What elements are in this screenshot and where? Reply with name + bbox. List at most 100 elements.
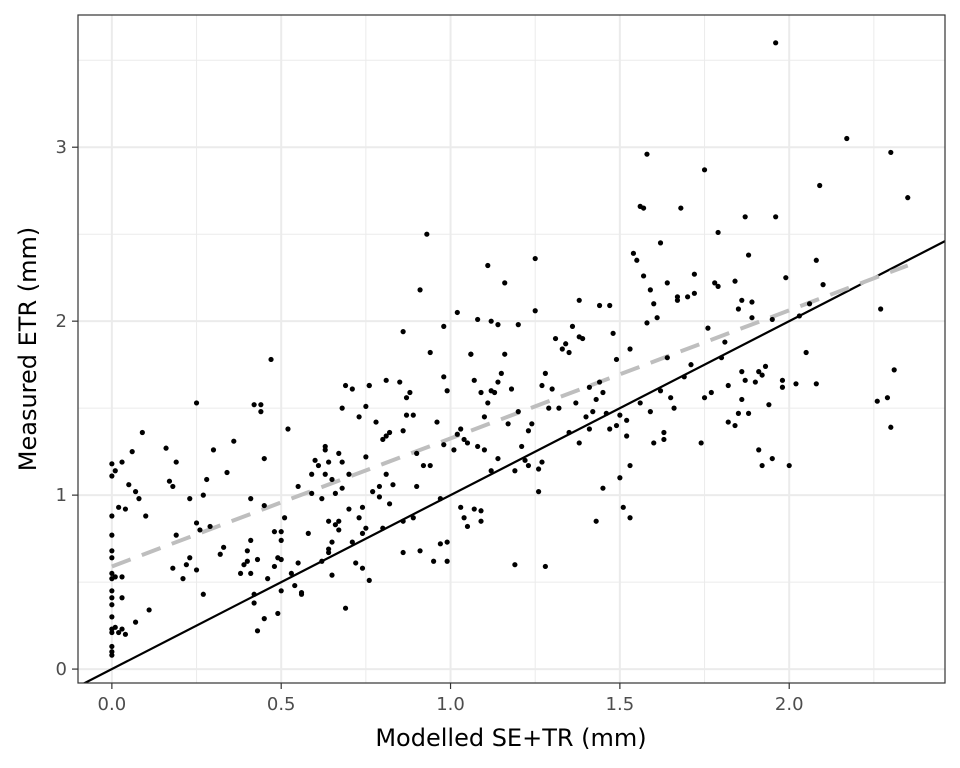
data-point [624, 433, 630, 439]
data-point [718, 355, 725, 361]
data-point [783, 275, 789, 281]
data-point [634, 257, 640, 263]
x-tick-label: 1.5 [606, 694, 635, 715]
data-point [512, 468, 518, 474]
data-point [735, 306, 742, 312]
data-point [309, 471, 315, 477]
data-point [458, 504, 464, 510]
data-point [668, 395, 674, 401]
data-point [844, 135, 850, 142]
data-point [546, 405, 552, 411]
data-point [566, 349, 572, 356]
data-point [471, 506, 477, 512]
data-point [298, 589, 305, 596]
data-point [739, 297, 745, 303]
data-point [488, 318, 494, 324]
data-point [766, 402, 772, 408]
data-point [336, 450, 342, 456]
data-point [339, 405, 345, 411]
data-point [373, 419, 379, 425]
data-point [119, 574, 125, 580]
data-point [549, 386, 555, 392]
data-point [417, 548, 423, 554]
data-point [410, 412, 416, 418]
data-point [485, 400, 491, 406]
minor-gridlines [78, 15, 945, 683]
data-point [691, 271, 697, 277]
y-axis-title: Measured ETR (mm) [14, 227, 42, 471]
fit-line [111, 263, 909, 569]
data-point [268, 356, 274, 363]
data-point [370, 489, 376, 495]
data-point [461, 515, 467, 521]
data-point [261, 502, 267, 509]
data-point [478, 508, 484, 514]
data-point [640, 205, 647, 211]
data-point [657, 240, 664, 246]
data-point [285, 426, 291, 432]
data-point [204, 476, 210, 483]
data-point [366, 382, 372, 389]
data-point [119, 459, 125, 465]
data-point [109, 588, 115, 594]
data-point [109, 629, 115, 636]
data-point [542, 563, 548, 570]
data-point [315, 462, 322, 469]
data-point [376, 494, 383, 500]
data-point [295, 560, 301, 566]
data-point [651, 301, 657, 307]
data-point [109, 555, 115, 561]
data-point [502, 280, 508, 286]
data-point [637, 400, 643, 406]
data-point [258, 409, 264, 415]
data-point [556, 405, 562, 411]
data-point [339, 485, 345, 491]
data-point [451, 447, 457, 453]
data-point [820, 282, 826, 288]
data-point [265, 576, 271, 582]
data-point [590, 409, 596, 415]
data-point [326, 459, 332, 465]
data-point [383, 433, 389, 439]
data-point [210, 447, 217, 453]
data-point [112, 624, 118, 630]
data-point [576, 440, 582, 446]
data-point [170, 483, 176, 490]
data-point [441, 442, 447, 448]
data-point [535, 489, 542, 495]
data-point [647, 409, 653, 415]
data-point [319, 496, 325, 502]
data-point [600, 389, 606, 396]
data-point [620, 504, 626, 510]
data-point [414, 450, 420, 456]
data-point [126, 482, 132, 488]
data-point [407, 389, 413, 396]
data-point [769, 316, 775, 323]
data-point [759, 372, 765, 378]
data-point [173, 532, 179, 538]
data-point [380, 436, 386, 443]
data-point [508, 386, 515, 392]
data-point [437, 541, 443, 547]
data-point [552, 335, 559, 342]
data-point [607, 426, 613, 432]
data-point [593, 518, 599, 524]
data-point [248, 537, 254, 543]
data-point [627, 462, 633, 469]
x-tick-label: 0.0 [98, 694, 127, 715]
data-point [112, 468, 118, 474]
data-point [363, 525, 369, 531]
data-point [400, 329, 406, 335]
data-point [708, 389, 714, 396]
data-point [471, 377, 477, 383]
data-point [535, 466, 542, 472]
data-point [163, 445, 169, 451]
data-point [119, 595, 125, 601]
data-point [427, 462, 433, 469]
data-point [481, 447, 488, 453]
data-point [878, 306, 884, 312]
data-point [122, 631, 129, 637]
data-point [745, 252, 752, 258]
data-point [664, 280, 670, 286]
